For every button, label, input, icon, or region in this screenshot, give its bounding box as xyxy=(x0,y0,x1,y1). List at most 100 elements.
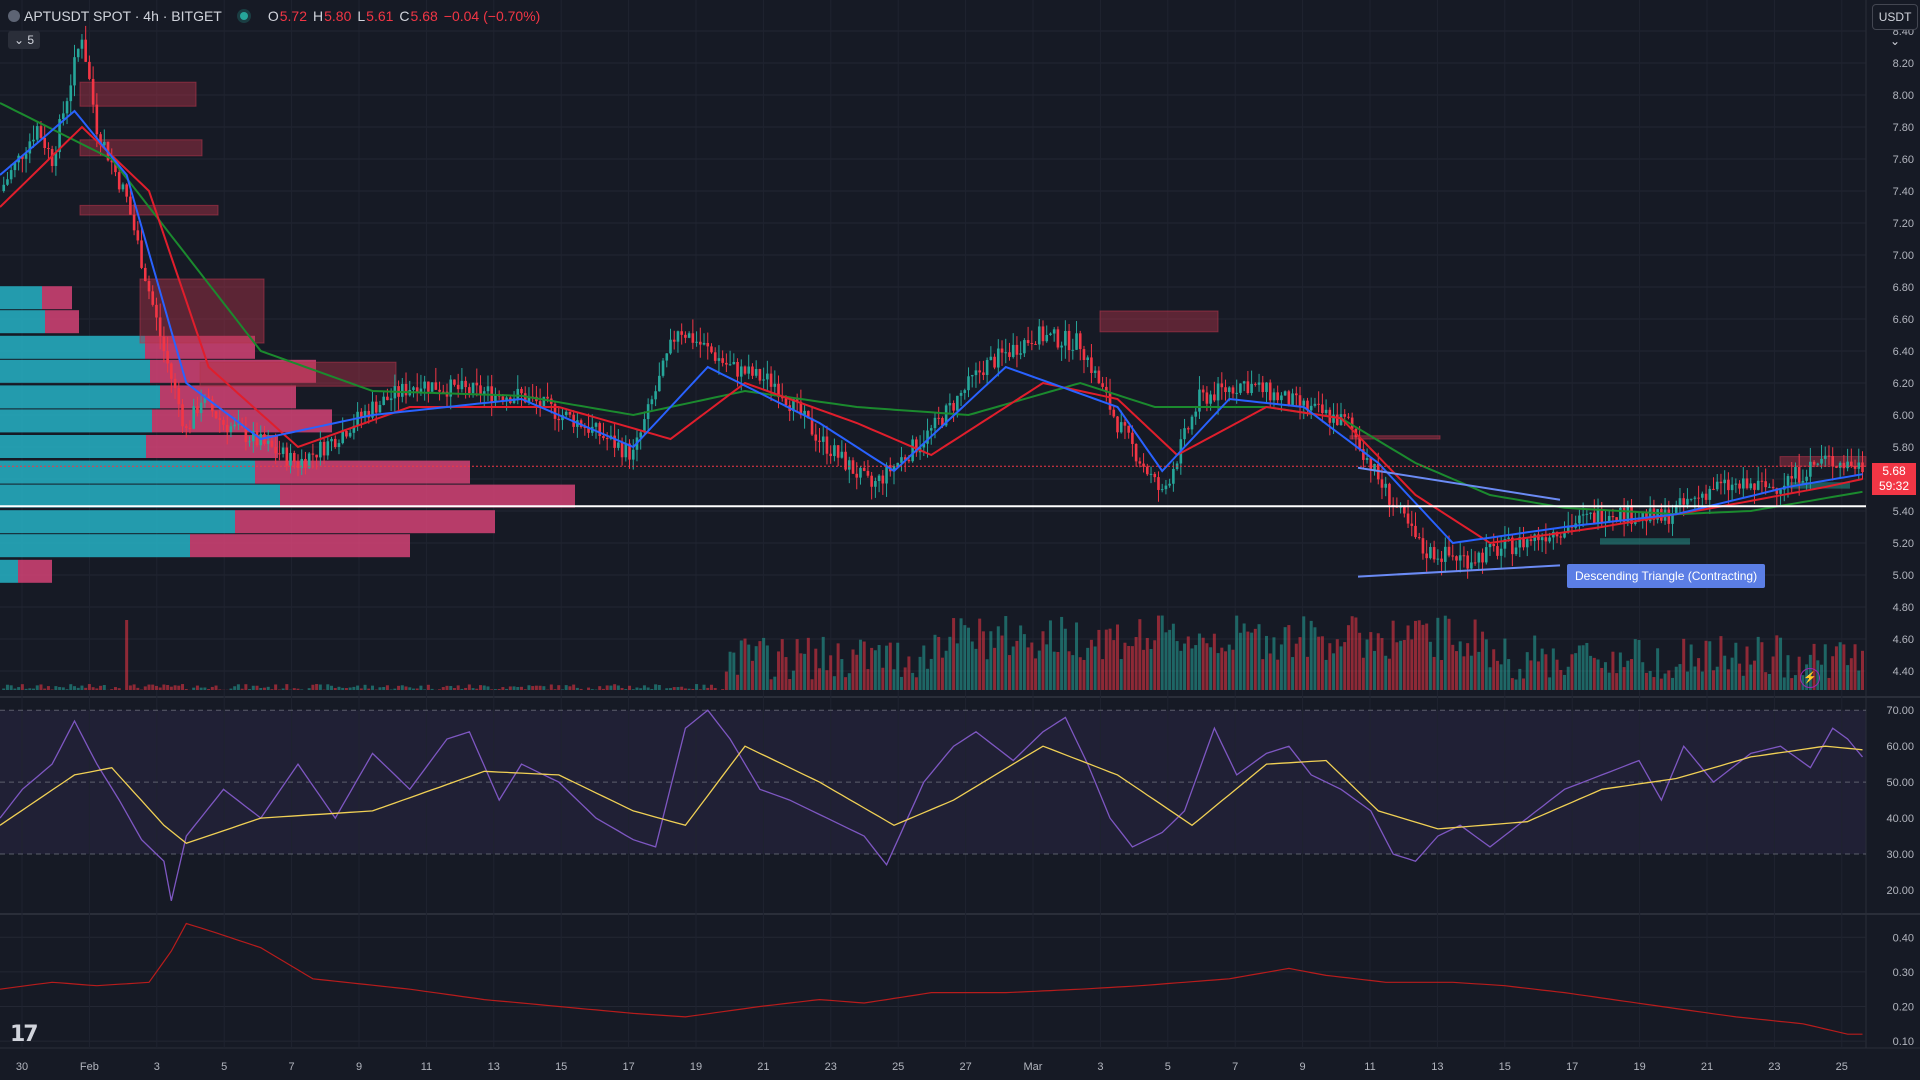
volume-profile-down-bar xyxy=(150,359,316,383)
volume-profile-down-bar xyxy=(235,510,495,534)
volume-bar xyxy=(73,686,76,690)
candle-body xyxy=(1429,547,1432,559)
high-value: 5.80 xyxy=(324,8,352,24)
candle-body xyxy=(1067,330,1071,351)
candle-body xyxy=(438,389,441,392)
volume-bar xyxy=(1525,652,1529,690)
candle-body xyxy=(699,341,702,345)
candle-body xyxy=(602,435,605,439)
volume-bar xyxy=(1324,659,1328,690)
volume-bar xyxy=(17,687,21,690)
currency-select[interactable]: USDT ⌄ xyxy=(1872,4,1918,48)
volume-bar xyxy=(810,679,814,690)
volume-bar xyxy=(1622,667,1626,690)
candle-body xyxy=(762,379,765,381)
volume-bar xyxy=(1637,640,1641,690)
lightning-icon[interactable]: ⚡ xyxy=(1800,668,1820,688)
volume-bar xyxy=(344,688,348,690)
symbol-header[interactable]: APTUSDT SPOT · 4h · BITGET O 5.72 H 5.80 L… xyxy=(8,6,540,26)
volume-bar xyxy=(240,688,244,690)
candle-body xyxy=(732,361,736,365)
volume-bar xyxy=(479,685,483,690)
volume-bar xyxy=(1626,660,1630,690)
volume-bar xyxy=(1857,670,1861,690)
volume-bar xyxy=(963,625,967,690)
candle-body xyxy=(687,333,691,338)
volume-bar xyxy=(404,686,408,690)
volume-bar xyxy=(1350,616,1354,690)
candle-body xyxy=(944,405,948,426)
candle-body xyxy=(1362,449,1365,460)
candle-body xyxy=(266,440,270,444)
candle-body xyxy=(773,383,777,387)
candle-body xyxy=(1332,414,1335,423)
tradingview-logo-icon[interactable]: 17 xyxy=(10,1022,39,1047)
volume-bar xyxy=(1022,634,1026,690)
volume-bar xyxy=(277,689,281,690)
high-label: H xyxy=(313,8,324,24)
candle-body xyxy=(1626,505,1630,523)
volume-bar xyxy=(1432,656,1436,690)
pattern-label[interactable]: Descending Triangle (Contracting) xyxy=(1567,564,1766,588)
candle-body xyxy=(1056,329,1060,348)
volume-profile-up-bar xyxy=(0,460,255,484)
volume-bar xyxy=(665,688,669,690)
volume-bar xyxy=(460,688,464,690)
volume-bar xyxy=(628,685,632,690)
candle-body xyxy=(9,170,13,180)
time-tick-label: 21 xyxy=(757,1061,769,1073)
volume-bar xyxy=(1320,636,1324,690)
candle-body xyxy=(859,467,862,478)
volume-bar xyxy=(125,620,129,690)
candle-body xyxy=(598,423,602,436)
volume-bar xyxy=(620,687,624,690)
ema-fast-line xyxy=(0,109,1863,545)
volume-bar xyxy=(1820,664,1824,690)
candle-body xyxy=(1287,391,1291,406)
candle-body xyxy=(870,475,873,487)
candle-body xyxy=(1350,417,1354,429)
candle-body xyxy=(214,411,218,419)
resistance-zone xyxy=(1779,456,1867,467)
candle-body xyxy=(76,48,80,58)
candle-body xyxy=(1518,537,1522,548)
rsi-tick-label: 60.00 xyxy=(1886,741,1914,753)
volume-bar xyxy=(1440,659,1444,690)
support-zone xyxy=(1790,482,1850,489)
candle-body xyxy=(676,331,680,342)
candle-body xyxy=(125,184,128,197)
last-price: 5.68 xyxy=(1882,464,1906,478)
volume-bar xyxy=(117,688,121,690)
volume-bar xyxy=(922,645,926,690)
candle-body xyxy=(1593,512,1596,524)
triangle-lower-line xyxy=(1357,564,1561,578)
volume-bar xyxy=(1477,651,1481,690)
symbol-title[interactable]: APTUSDT SPOT · 4h · BITGET xyxy=(24,8,222,24)
candle-body xyxy=(453,379,456,385)
candle-body xyxy=(639,432,642,438)
candle-body xyxy=(1186,428,1190,430)
volume-bar xyxy=(676,687,680,690)
volume-bar xyxy=(143,686,147,690)
candle-body xyxy=(1861,462,1864,473)
candle-body xyxy=(1525,539,1529,548)
volume-bar xyxy=(829,655,833,690)
volume-bar xyxy=(307,688,311,690)
price-tick-label: 7.00 xyxy=(1893,250,1914,262)
volume-bar xyxy=(616,685,620,690)
candle-body xyxy=(501,396,505,401)
time-tick-label: 19 xyxy=(690,1061,702,1073)
volume-bar xyxy=(806,637,810,690)
volume-bar xyxy=(877,645,881,690)
price-tick-label: 4.60 xyxy=(1893,634,1914,646)
candle-body xyxy=(341,430,344,444)
volume-bar xyxy=(214,685,218,690)
volume-bar xyxy=(352,686,356,690)
indicators-collapse-button[interactable]: ⌄ 5 xyxy=(8,31,41,49)
close-label: C xyxy=(399,8,410,24)
candle-body xyxy=(471,382,475,394)
candle-body xyxy=(386,396,389,401)
volume-bar xyxy=(1581,645,1585,690)
lower-tick-label: 0.20 xyxy=(1893,1001,1914,1013)
